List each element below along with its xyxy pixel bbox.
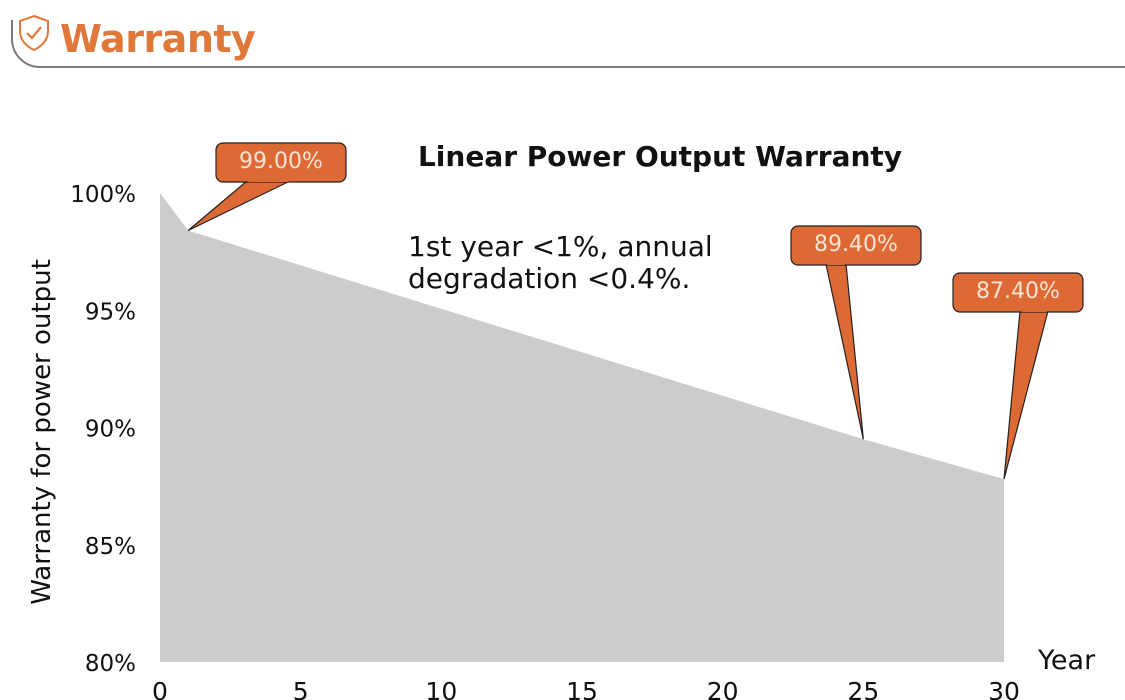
callout-box <box>952 272 1084 313</box>
callout-label: 89.40% <box>814 232 898 257</box>
annotation-line-2: degradation <0.4%. <box>408 262 691 295</box>
y-axis-label: Warranty for power output <box>27 259 57 605</box>
callout-box <box>790 225 922 266</box>
area-series-0 <box>160 193 1004 662</box>
x-tick-label: 5 <box>293 677 309 700</box>
shield-check-icon <box>19 14 49 52</box>
y-tick-label: 85% <box>85 534 136 560</box>
y-tick-label: 95% <box>85 299 136 325</box>
chart-annotation: 1st year <1%, annual degradation <0.4%. <box>408 231 713 295</box>
chart-title: Linear Power Output Warranty <box>417 140 903 173</box>
x-tick-label: 25 <box>847 677 879 700</box>
x-tick-label: 30 <box>988 677 1020 700</box>
header: Warranty <box>0 0 1125 70</box>
callout-label: 99.00% <box>239 149 323 174</box>
x-tick-label: 15 <box>566 677 598 700</box>
annotation-line-1: 1st year <1%, annual <box>408 230 713 263</box>
y-tick-label: 90% <box>85 417 136 443</box>
callout-pointer <box>825 263 864 440</box>
x-tick-label: 0 <box>152 677 168 700</box>
x-tick-label: 20 <box>707 677 739 700</box>
callout-pointer <box>1003 310 1049 480</box>
x-tick-label: 10 <box>425 677 457 700</box>
callout-pointer <box>187 180 291 232</box>
callout-label: 87.40% <box>976 279 1060 304</box>
page-title: Warranty <box>60 17 256 61</box>
header-rule <box>11 20 1125 68</box>
header-frame <box>11 14 1125 68</box>
x-axis-unit-label: Year <box>1038 645 1096 676</box>
y-tick-label: 80% <box>85 651 136 677</box>
y-tick-label: 100% <box>70 182 136 208</box>
